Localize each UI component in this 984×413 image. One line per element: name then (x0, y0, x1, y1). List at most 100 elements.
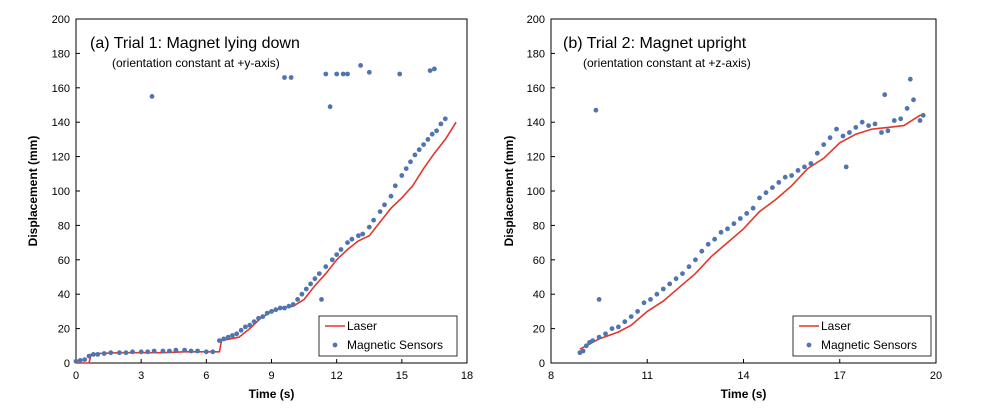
panel-a-sensor-point (151, 348, 157, 354)
panel-a-sensor-point (256, 315, 261, 321)
panel-a-y-tick-label: 140 (52, 117, 70, 129)
panel-b-sensor-point (718, 229, 724, 235)
panel-b-sensor-point (725, 226, 730, 232)
panel-a-sensor-point (264, 310, 270, 316)
panel-b-y-axis-label: Displacement (mm) (502, 136, 516, 247)
panel-b-legend-box (792, 315, 932, 357)
panel-a-sensor-point (340, 71, 346, 77)
panel-a-sensor-point (149, 94, 155, 99)
panel-a-sensor-point (442, 116, 448, 122)
panel-b-sensor-point (641, 300, 647, 306)
panel-a-sensor-point (303, 286, 309, 292)
panel-b-y-tick-label: 60 (533, 255, 545, 267)
panel-a-sensor-point (397, 71, 403, 77)
panel-a-x-axis-label: Time (s) (249, 387, 295, 401)
panel-b-sensor-point (866, 123, 871, 128)
panel-a-sensor-point (312, 276, 318, 282)
panel-b-sensor-point (904, 106, 910, 111)
panel-b-sensor-point (667, 281, 673, 287)
panel-a-sensor-point (366, 224, 372, 230)
panel-a-x-tick-label: 12 (331, 370, 343, 382)
panel-a-y-axis-label: Displacement (mm) (26, 136, 40, 247)
panel-a-sensor-point (388, 193, 394, 199)
panel-a-sensor-point (238, 327, 244, 333)
panel-a-sensor-point (408, 159, 413, 165)
panel-a-sensor-point (323, 71, 329, 77)
panel-b-x-tick-label: 8 (548, 370, 554, 382)
panel-a-sensor-point (145, 349, 151, 355)
panel-a-sensor-point (416, 147, 422, 153)
panel-b-y-tick-label: 120 (527, 152, 545, 164)
panel-a-sensor-point (95, 352, 101, 357)
panel-a-legend-box (318, 315, 458, 357)
panel-a-x-tick-label: 18 (461, 370, 473, 382)
panel-b-y-tick-label: 40 (533, 289, 545, 301)
panel-b-sensor-point (699, 248, 705, 254)
panel-b-legend-sensor-label: Magnetic Sensors (821, 338, 917, 352)
panel-a-sensor-point (371, 217, 376, 223)
panel-a-sensor-point (382, 202, 387, 208)
panel-a-sensor-point (316, 271, 322, 276)
panel-a-sensor-point (299, 291, 305, 297)
panel-a-sensor-point (82, 357, 88, 362)
panel-b-sensor-point (750, 205, 756, 211)
panel-a-legend-laser-label: Laser (347, 319, 377, 333)
panel-b-y-tick-label: 100 (527, 186, 545, 198)
panel-b-y-tick-label: 140 (527, 117, 545, 129)
panel-b-sensor-point (843, 164, 849, 170)
panel-a-sensor-point (366, 69, 372, 75)
panel-b-sensor-point (596, 297, 602, 302)
panel-b-chart: 0 20 40 60 80 100 120 140 160 180 200 8 11 14 17 20 Time… (502, 14, 942, 401)
panel-b-sensor-point (872, 121, 878, 127)
panel-a-sensor-point (377, 209, 383, 215)
panel-a-sensor-point (329, 257, 335, 263)
panel-a-sensor-point (349, 236, 355, 242)
panel-a-sensor-point (167, 348, 172, 354)
panel-a-sensor-point (203, 349, 209, 355)
panel-a-sensor-point (358, 63, 363, 68)
panel-b-sensor-point (580, 348, 586, 354)
panel-a-sensor-point (356, 233, 361, 239)
panel-a-sensor-point (108, 350, 114, 356)
panel-b-sensor-point (882, 92, 888, 98)
panel-a-sensor-point (217, 338, 222, 343)
panel-b-sensor-point (920, 112, 926, 118)
panel-a-sensor-point (327, 104, 333, 110)
panel-b-sensor-point (622, 319, 628, 325)
panel-b-sensor-point (680, 271, 685, 276)
panel-a-x-tick-label: 3 (138, 370, 144, 382)
panel-b-sensor-point (583, 343, 589, 349)
panel-a-sensor-point (290, 302, 296, 307)
panel-a-sensor-point (432, 66, 437, 72)
panel-a-x-tick-label: 0 (73, 370, 79, 382)
panel-b-sensor-point (770, 185, 775, 191)
panel-a-sensor-point (421, 142, 426, 148)
panel-a-sensor-point (77, 358, 83, 363)
panel-b-y-tick-label: 20 (533, 324, 545, 336)
panel-a-sensor-point (230, 333, 235, 338)
panel-a-legend-sensor-swatch (332, 342, 338, 348)
panel-a-sensor-point (247, 322, 253, 328)
panel-a-sensor-point (273, 307, 279, 313)
panel-b-sensor-point (654, 291, 660, 297)
panel-a-sensor-point (412, 152, 418, 158)
panel-b-sensor-point (603, 331, 608, 337)
panel-a-sensor-point (334, 252, 340, 257)
panel-b-sensor-point (879, 130, 884, 135)
panel-b-sensor-point (795, 168, 801, 173)
panel-b-x-tick-label: 20 (930, 370, 942, 382)
panel-a-sensor-point (360, 231, 366, 237)
panel-a-sensor-point (282, 305, 287, 311)
panel-b-sensor-point (789, 173, 794, 178)
panel-a-x-tick-label: 15 (396, 370, 408, 382)
panel-b-sensor-point (917, 118, 923, 123)
panel-a-x-tick-label: 9 (268, 370, 274, 382)
panel-a-sensor-point (338, 247, 344, 252)
panel-a-sensor-point (295, 297, 300, 302)
panel-a-sensor-point (399, 173, 405, 178)
panel-a-chart: 0 20 40 60 80 100 120 140 160 180 200 0 3 6 9 12 15 18 Tim… (26, 14, 473, 401)
panel-b-title: (b) Trial 2: Magnet upright (563, 35, 747, 52)
panel-a-sensor-point (288, 75, 294, 80)
panel-a-sensor-point (319, 297, 324, 302)
